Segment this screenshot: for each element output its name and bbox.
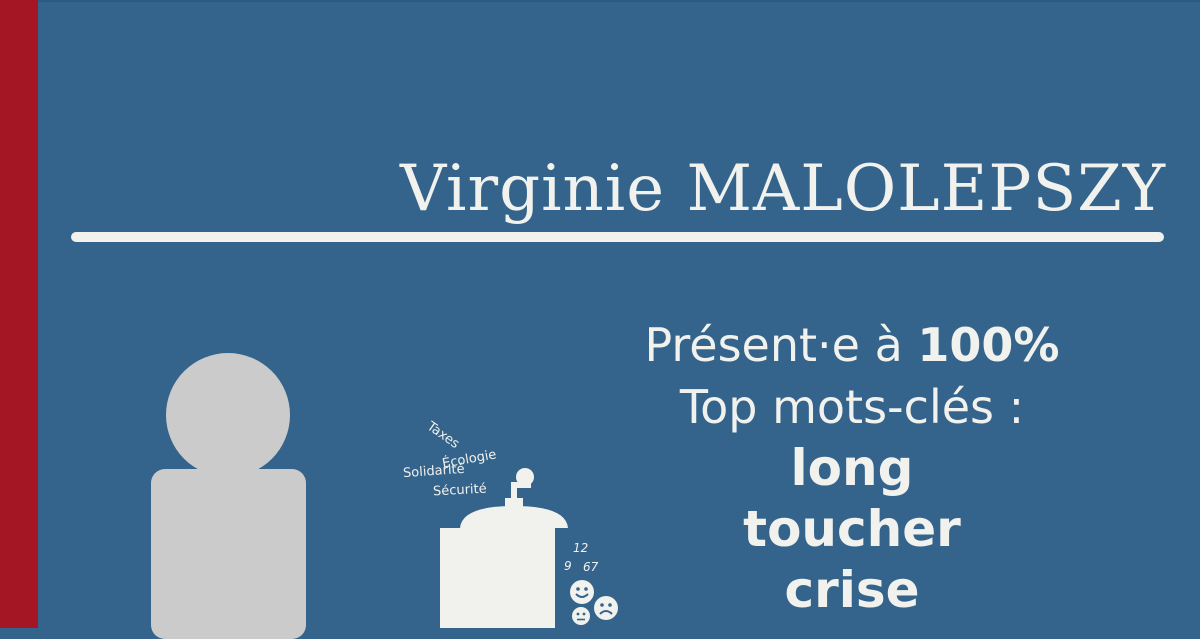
- neutral-face-icon: [572, 607, 590, 625]
- person-name: Virginie MALOLEPSZY: [399, 152, 1166, 226]
- keyword-3: crise: [784, 561, 920, 619]
- avatar-body: [151, 469, 306, 639]
- sad-face-icon: [594, 596, 618, 620]
- avatar-head: [166, 353, 290, 477]
- presence-line: Présent·e à 100%: [602, 314, 1102, 376]
- number-9: 9: [564, 559, 572, 573]
- happy-face-icon: [570, 580, 594, 604]
- title-underline: [71, 232, 1164, 242]
- accent-bar: [0, 0, 38, 628]
- stats-panel: Présent·e à 100% Top mots-clés : long to…: [602, 314, 1102, 621]
- keyword-2: toucher: [743, 500, 961, 558]
- keyword-1: long: [790, 439, 914, 497]
- number-12: 12: [573, 541, 589, 555]
- number-67: 67: [583, 560, 599, 574]
- top-divider: [38, 0, 1200, 2]
- keywords-label: Top mots-clés :: [679, 380, 1025, 434]
- presence-prefix: Présent·e à: [644, 318, 918, 372]
- coffee-grinder-icon: [440, 468, 568, 628]
- presence-value: 100%: [917, 318, 1060, 372]
- word-grinder-illustration: Taxes Écologie Solidarité Sécurité 12 9 …: [396, 419, 636, 628]
